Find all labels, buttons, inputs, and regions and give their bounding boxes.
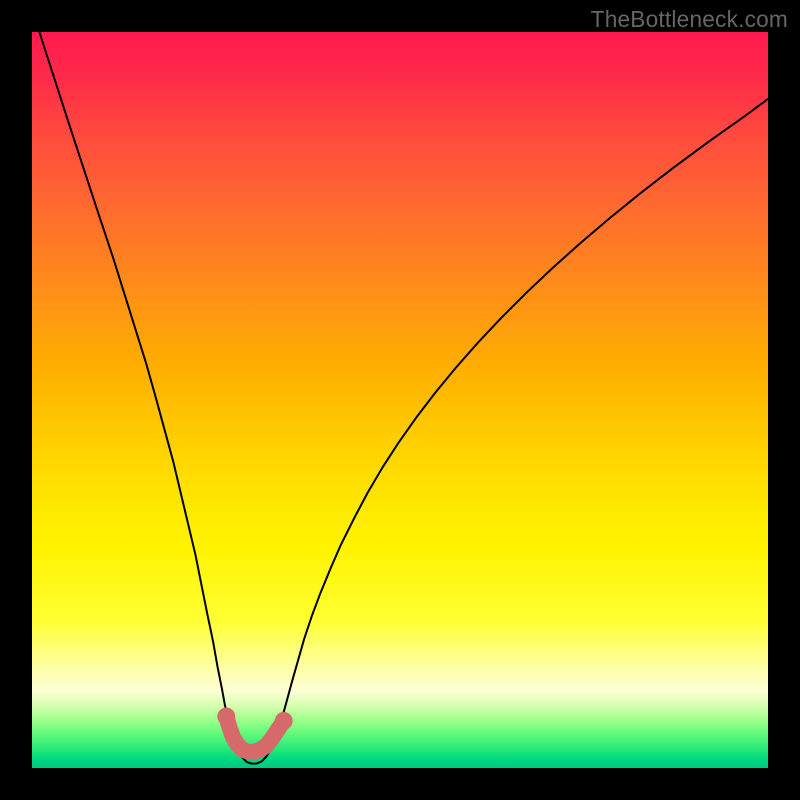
bottleneck-curve-chart (0, 0, 800, 800)
plot-background (32, 32, 768, 768)
curve-highlight-end-marker (275, 712, 293, 730)
curve-highlight-start-marker (217, 707, 235, 725)
figure-frame: TheBottleneck.com (0, 0, 800, 800)
